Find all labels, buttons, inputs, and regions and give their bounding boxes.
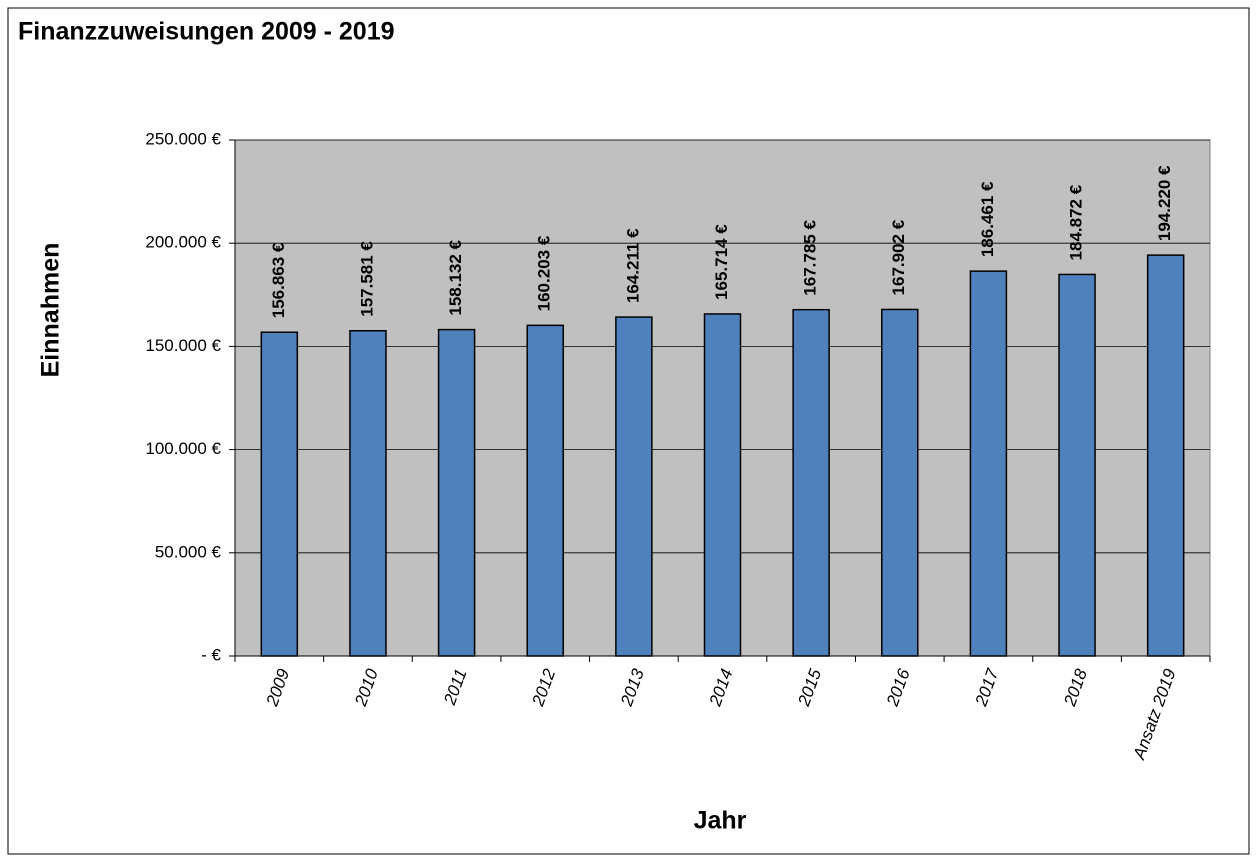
chart-title: Finanzzuweisungen 2009 - 2019 xyxy=(18,18,395,46)
y-axis-label: Einnahmen xyxy=(37,243,65,378)
bar xyxy=(615,316,653,657)
value-label: 165.714 € xyxy=(712,224,731,300)
y-tick-label: 250.000 € xyxy=(145,129,221,148)
y-tick-label: 200.000 € xyxy=(145,233,221,252)
value-label: 194.220 € xyxy=(1155,165,1174,241)
bar xyxy=(526,324,564,657)
value-label: 184.872 € xyxy=(1067,184,1086,260)
y-tick-label: 100.000 € xyxy=(145,439,221,458)
y-tick-label: 50.000 € xyxy=(155,542,222,561)
bar xyxy=(969,270,1008,657)
value-label: 167.785 € xyxy=(801,220,820,296)
bar xyxy=(260,331,299,657)
value-label: 167.902 € xyxy=(889,219,908,295)
y-tick-label: 150.000 € xyxy=(145,336,221,355)
value-label: 158.132 € xyxy=(446,239,465,315)
bar xyxy=(881,308,919,657)
y-tick-label: - € xyxy=(201,645,221,664)
x-axis-label: Jahr xyxy=(694,807,747,835)
bar xyxy=(703,313,742,657)
value-label: 186.461 € xyxy=(978,181,997,257)
bar xyxy=(1058,273,1096,657)
value-label: 157.581 € xyxy=(357,241,376,317)
value-label: 160.203 € xyxy=(535,235,554,311)
value-label: 156.863 € xyxy=(269,242,288,318)
bar xyxy=(349,330,387,657)
bar xyxy=(1146,254,1185,657)
value-label: 164.211 € xyxy=(623,228,642,303)
bar xyxy=(437,328,476,657)
bar xyxy=(792,308,830,657)
